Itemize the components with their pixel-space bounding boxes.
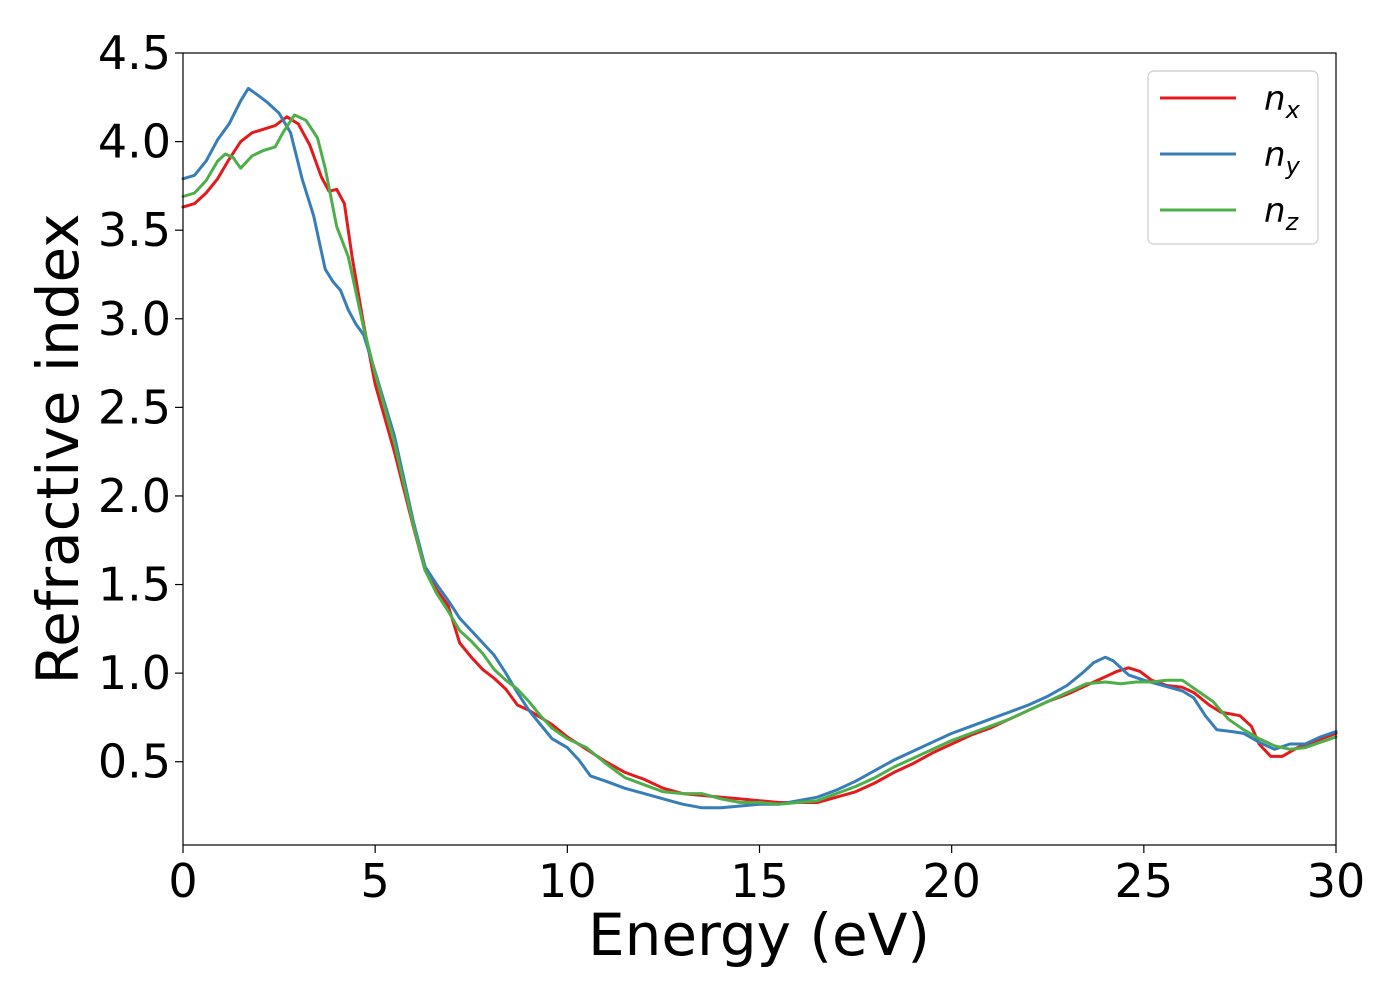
- x-tick-label: 15: [730, 854, 789, 908]
- x-axis-ticks: 0 5 10 15 20 25 30: [168, 845, 1365, 908]
- y-axis-ticks: 0.5 1.0 1.5 2.0 2.5 3.0 3.5 4.0 4.5: [98, 26, 183, 789]
- x-tick-label: 30: [1307, 854, 1366, 908]
- x-tick-label: 25: [1115, 854, 1174, 908]
- x-tick-label: 10: [538, 854, 597, 908]
- x-tick-label: 0: [168, 854, 197, 908]
- legend: nx ny nz: [1147, 70, 1319, 245]
- legend-label-z: nz: [1264, 191, 1300, 236]
- y-tick-label: 2.0: [98, 469, 171, 523]
- y-tick-label: 2.5: [98, 380, 171, 434]
- y-tick-label: 4.0: [98, 115, 171, 169]
- series-line-y: [181, 86, 1338, 810]
- legend-label-x: nx: [1264, 79, 1301, 124]
- legend-label-y: ny: [1264, 135, 1301, 180]
- y-tick-label: 3.5: [98, 203, 171, 257]
- x-tick-label: 20: [922, 854, 981, 908]
- y-tick-label: 4.5: [98, 26, 171, 80]
- series-line-z: [181, 113, 1338, 806]
- y-tick-label: 3.0: [98, 292, 171, 346]
- y-tick-label: 1.0: [98, 646, 171, 700]
- y-axis-label: Refractive index: [24, 213, 92, 684]
- x-tick-label: 5: [361, 854, 390, 908]
- legend-box: [1147, 70, 1319, 245]
- y-tick-label: 0.5: [98, 735, 171, 789]
- x-axis-label: Energy (eV): [588, 901, 930, 969]
- y-tick-label: 1.5: [98, 558, 171, 612]
- series-lines: [181, 86, 1338, 810]
